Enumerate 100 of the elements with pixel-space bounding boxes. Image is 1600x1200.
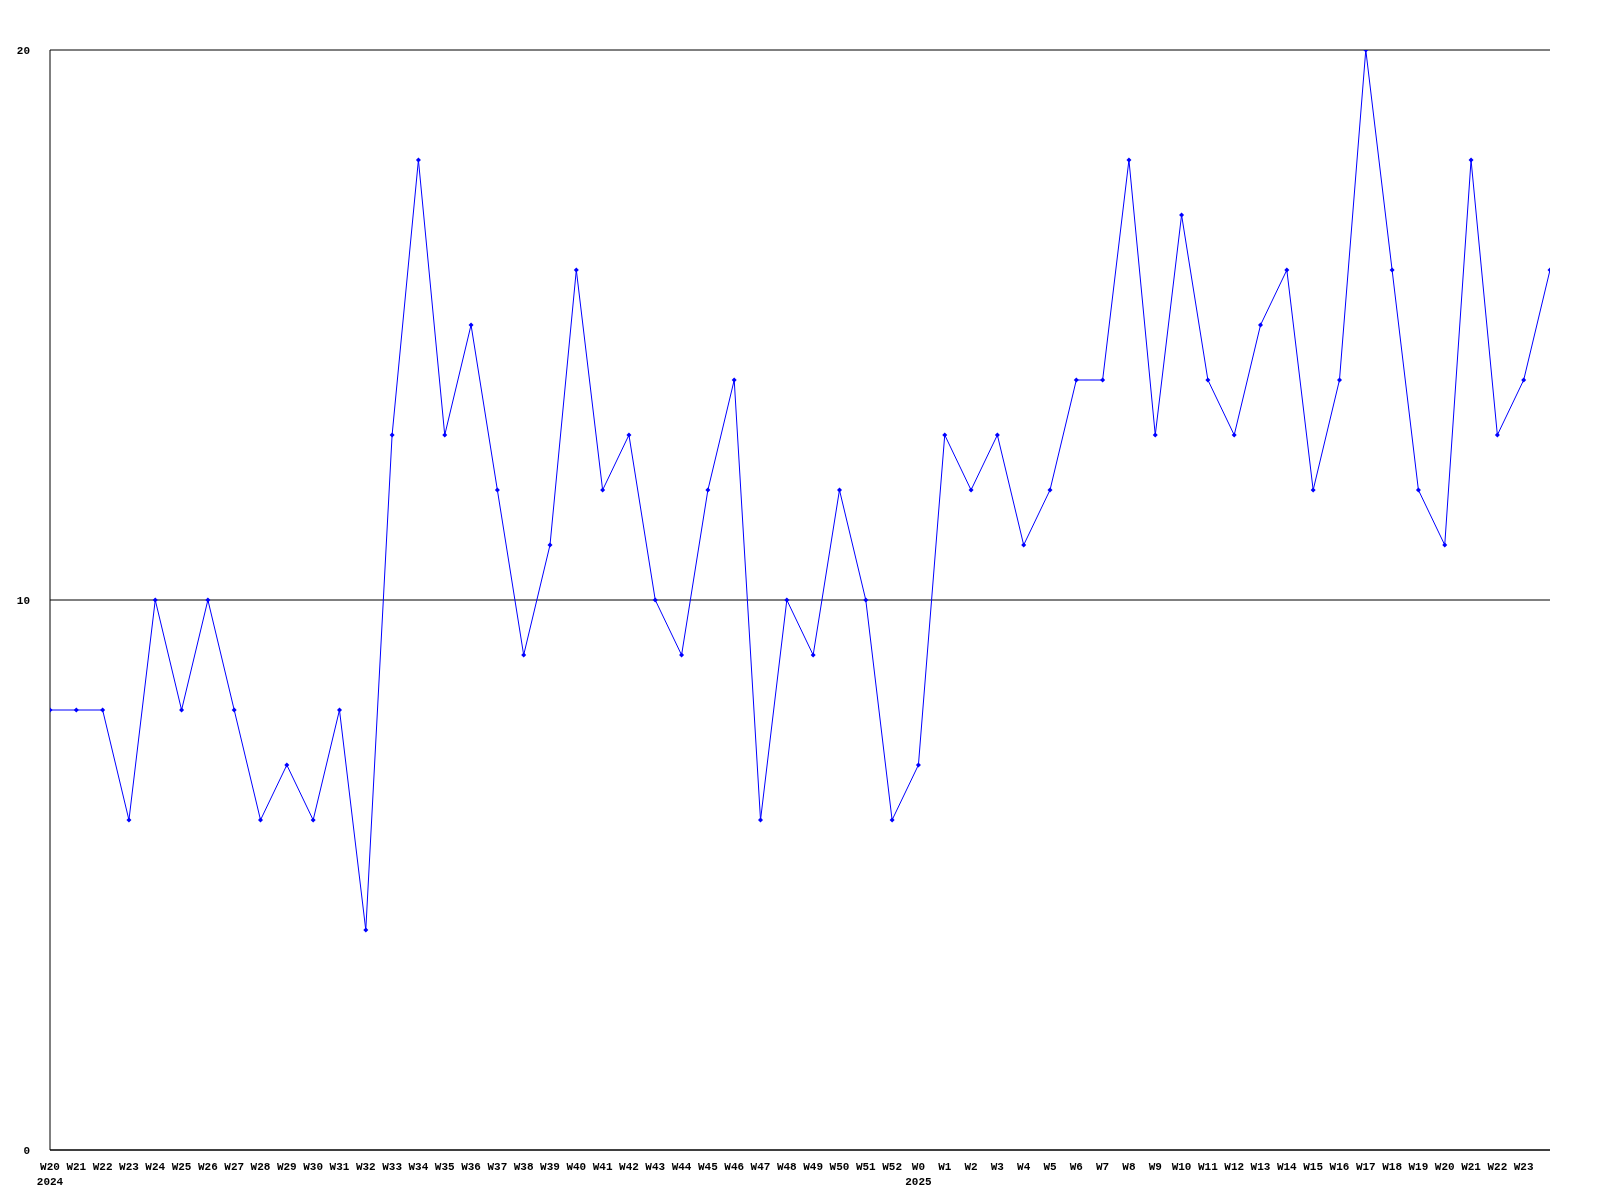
point [1442, 542, 1448, 548]
point [889, 817, 895, 823]
point [152, 597, 158, 603]
point [1021, 542, 1027, 548]
x-tick-label: W52 [882, 1161, 903, 1173]
point [1494, 432, 1500, 438]
x-tick-label: W4 [1017, 1161, 1031, 1173]
point [679, 652, 685, 658]
x-tick-label: W43 [645, 1161, 666, 1173]
x-tick-label: W18 [1382, 1161, 1403, 1173]
x-tick-label: W40 [566, 1161, 587, 1173]
point [258, 817, 264, 823]
x-tick-label: W14 [1276, 1161, 1298, 1173]
x-tick-label: W28 [250, 1161, 271, 1173]
point [415, 157, 421, 163]
point [600, 487, 606, 493]
point [1258, 322, 1264, 328]
x-tick-label: W21 [1461, 1161, 1482, 1173]
point [1284, 267, 1290, 273]
point [652, 597, 658, 603]
x-tick-label: W20 [1434, 1161, 1455, 1173]
x-tick-label: W44 [671, 1161, 692, 1173]
x-tick-label: W33 [382, 1161, 403, 1173]
x-tick-label: W51 [855, 1161, 877, 1173]
x-tick-label: W2 [964, 1161, 978, 1173]
x-tick-label: W22 [92, 1161, 113, 1173]
point [1100, 377, 1106, 383]
x-tick-label: W35 [434, 1161, 456, 1173]
x-tick-label: W7 [1096, 1161, 1110, 1173]
y-tick-label: 10 [16, 595, 30, 607]
x-tick-label: W38 [513, 1161, 534, 1173]
x-tick-label: W10 [1171, 1161, 1192, 1173]
x-tick-label: W11 [1197, 1161, 1219, 1173]
x-tick-label: W15 [1303, 1161, 1324, 1173]
point [626, 432, 632, 438]
x-tick-label: W37 [487, 1161, 508, 1173]
point [1415, 487, 1421, 493]
point [836, 487, 842, 493]
x-tick-label: W34 [408, 1161, 429, 1173]
x-tick-label: W20 [40, 1161, 60, 1173]
x-tick-label: W50 [829, 1161, 850, 1173]
x-tick-label: W21 [66, 1161, 87, 1173]
x-tick-label: W25 [171, 1161, 192, 1173]
point [731, 377, 737, 383]
x-tick-label: W22 [1487, 1161, 1508, 1173]
x-tick-label: W49 [803, 1161, 824, 1173]
x-tick-label: W29 [276, 1161, 297, 1173]
text: 2024 [36, 1176, 64, 1188]
x-tick-label: W45 [697, 1161, 719, 1173]
x-tick-label: W12 [1224, 1161, 1245, 1173]
point [1468, 157, 1474, 163]
point [494, 487, 500, 493]
point [863, 597, 869, 603]
x-tick-label: W48 [776, 1161, 798, 1173]
point [231, 707, 237, 713]
point [100, 707, 106, 713]
point [1521, 377, 1527, 383]
point [705, 487, 711, 493]
point [1047, 487, 1053, 493]
x-tick-label: W39 [540, 1161, 560, 1173]
x-tick-label: W36 [461, 1161, 481, 1173]
point [1231, 432, 1237, 438]
x-tick-label: W31 [329, 1161, 350, 1173]
point [126, 817, 132, 823]
x-tick-label: W23 [119, 1161, 140, 1173]
point [1310, 487, 1316, 493]
point [1152, 432, 1158, 438]
x-tick-label: W1 [938, 1161, 952, 1173]
point [1336, 377, 1342, 383]
x-tick-label: W5 [1043, 1161, 1057, 1173]
x-tick-label: W30 [303, 1161, 324, 1173]
point [336, 707, 342, 713]
x-tick-label: W3 [990, 1161, 1005, 1173]
x-tick-label: W41 [592, 1161, 613, 1173]
x-tick-label: W42 [619, 1161, 639, 1173]
x-tick-label: W9 [1148, 1161, 1162, 1173]
y-tick-label: 20 [16, 45, 30, 57]
point [784, 597, 790, 603]
point [363, 927, 369, 933]
x-tick-label: W26 [197, 1161, 218, 1173]
x-tick-label: W0 [911, 1161, 926, 1173]
x-tick-label: W6 [1069, 1161, 1083, 1173]
point [915, 762, 921, 768]
x-tick-label: W24 [145, 1161, 166, 1173]
point [73, 707, 79, 713]
x-tick-label: W47 [750, 1161, 771, 1173]
text: 2025 [905, 1176, 933, 1188]
point [573, 267, 579, 273]
x-tick-label: W17 [1355, 1161, 1376, 1173]
point [994, 432, 1000, 438]
point [758, 817, 764, 823]
x-tick-label: W8 [1122, 1161, 1136, 1173]
point [1205, 377, 1211, 383]
point [547, 542, 553, 548]
point [942, 432, 948, 438]
point [442, 432, 448, 438]
point [1126, 157, 1132, 163]
x-tick-label: W16 [1329, 1161, 1350, 1173]
point [521, 652, 527, 658]
x-tick-label: W23 [1513, 1161, 1534, 1173]
